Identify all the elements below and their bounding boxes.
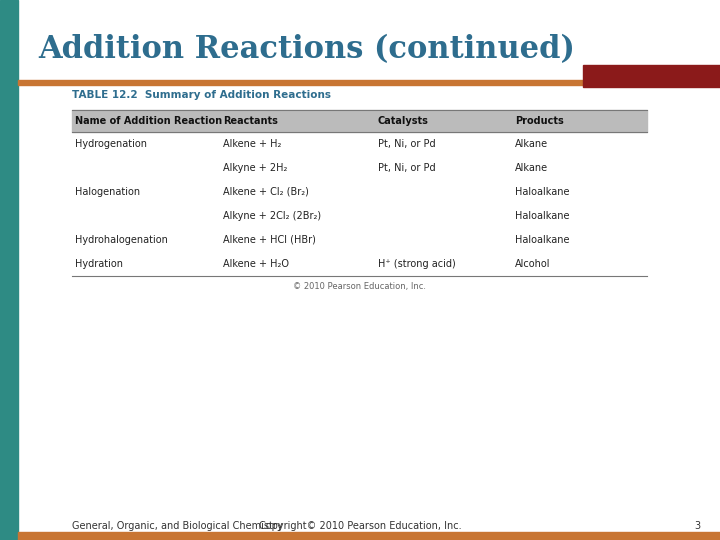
Text: Copyright© 2010 Pearson Education, Inc.: Copyright© 2010 Pearson Education, Inc. (258, 521, 462, 531)
Bar (18, 80, 583, 85)
Text: Alkene + HCl (HBr): Alkene + HCl (HBr) (223, 235, 316, 245)
Text: Catalysts: Catalysts (378, 116, 429, 126)
Text: Addition Reactions (continued): Addition Reactions (continued) (38, 35, 575, 65)
Text: Pt, Ni, or Pd: Pt, Ni, or Pd (378, 139, 436, 149)
Text: Alkene + Cl₂ (Br₂): Alkene + Cl₂ (Br₂) (223, 187, 309, 197)
Text: 3: 3 (694, 521, 700, 531)
Text: Halogenation: Halogenation (75, 187, 140, 197)
Text: Haloalkane: Haloalkane (515, 187, 570, 197)
Bar (72, 110, 647, 132)
Text: Alkene + H₂: Alkene + H₂ (223, 139, 282, 149)
Text: Hydrohalogenation: Hydrohalogenation (75, 235, 168, 245)
Bar (583, 65, 720, 87)
Text: Haloalkane: Haloalkane (515, 211, 570, 221)
Text: Alkyne + 2H₂: Alkyne + 2H₂ (223, 163, 287, 173)
Text: Pt, Ni, or Pd: Pt, Ni, or Pd (378, 163, 436, 173)
Text: TABLE 12.2  Summary of Addition Reactions: TABLE 12.2 Summary of Addition Reactions (72, 90, 331, 100)
Text: Hydrogenation: Hydrogenation (75, 139, 147, 149)
Bar (18, 532, 720, 540)
Text: Hydration: Hydration (75, 259, 123, 269)
Text: Name of Addition Reaction: Name of Addition Reaction (75, 116, 222, 126)
Text: Reactants: Reactants (223, 116, 278, 126)
Text: Alcohol: Alcohol (515, 259, 551, 269)
Text: Alkane: Alkane (515, 139, 548, 149)
Text: Alkane: Alkane (515, 163, 548, 173)
Text: Products: Products (515, 116, 564, 126)
Text: © 2010 Pearson Education, Inc.: © 2010 Pearson Education, Inc. (293, 281, 426, 291)
Text: Alkene + H₂O: Alkene + H₂O (223, 259, 289, 269)
Bar (0, 0, 18, 540)
Text: Alkyne + 2Cl₂ (2Br₂): Alkyne + 2Cl₂ (2Br₂) (223, 211, 321, 221)
Text: Haloalkane: Haloalkane (515, 235, 570, 245)
Text: General, Organic, and Biological Chemistry: General, Organic, and Biological Chemist… (72, 521, 283, 531)
Text: H⁺ (strong acid): H⁺ (strong acid) (378, 259, 456, 269)
